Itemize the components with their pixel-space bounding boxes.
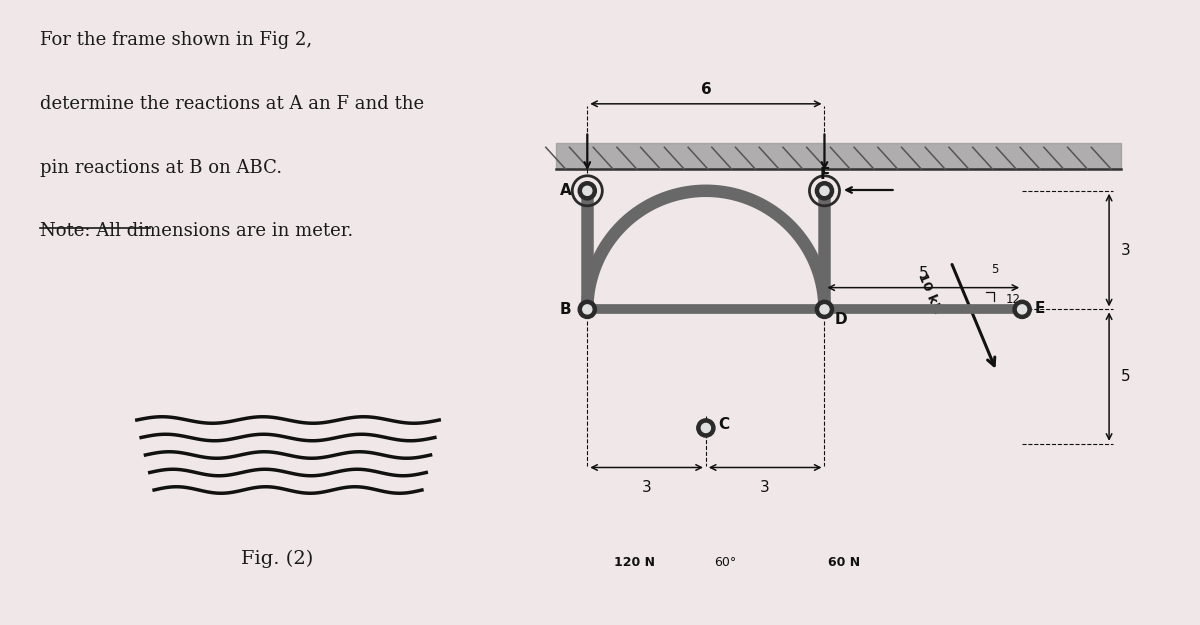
- Circle shape: [701, 423, 710, 432]
- Circle shape: [815, 182, 834, 200]
- Text: pin reactions at B on ABC.: pin reactions at B on ABC.: [41, 159, 282, 177]
- Circle shape: [815, 300, 834, 319]
- Text: D: D: [835, 312, 847, 327]
- Text: 120 N: 120 N: [614, 556, 655, 569]
- Text: 5: 5: [918, 266, 928, 281]
- Text: 60 N: 60 N: [828, 556, 860, 569]
- Circle shape: [820, 305, 829, 314]
- Text: 60°: 60°: [714, 556, 737, 569]
- Circle shape: [1013, 300, 1031, 319]
- Text: 6: 6: [701, 82, 712, 97]
- Circle shape: [578, 300, 596, 319]
- Text: 5: 5: [991, 263, 998, 276]
- Text: Fig. (2): Fig. (2): [241, 550, 313, 569]
- Text: For the frame shown in Fig 2,: For the frame shown in Fig 2,: [41, 31, 312, 49]
- Circle shape: [697, 419, 715, 437]
- Text: determine the reactions at A an F and the: determine the reactions at A an F and th…: [41, 95, 425, 113]
- Circle shape: [583, 186, 592, 196]
- Text: Note: All dimensions are in meter.: Note: All dimensions are in meter.: [41, 222, 354, 241]
- Circle shape: [583, 305, 592, 314]
- Text: E: E: [1034, 301, 1045, 316]
- Text: 3: 3: [761, 480, 770, 495]
- Text: 5: 5: [1121, 369, 1130, 384]
- Text: 3: 3: [1121, 242, 1130, 258]
- Text: 12: 12: [1006, 293, 1020, 306]
- Text: 10 kN: 10 kN: [914, 271, 943, 316]
- Circle shape: [1018, 305, 1027, 314]
- Text: B: B: [559, 302, 571, 317]
- Text: 3: 3: [642, 480, 652, 495]
- Circle shape: [578, 182, 596, 200]
- Circle shape: [820, 186, 829, 196]
- Text: F: F: [820, 167, 830, 182]
- Text: A: A: [559, 183, 571, 198]
- Text: C: C: [718, 416, 730, 431]
